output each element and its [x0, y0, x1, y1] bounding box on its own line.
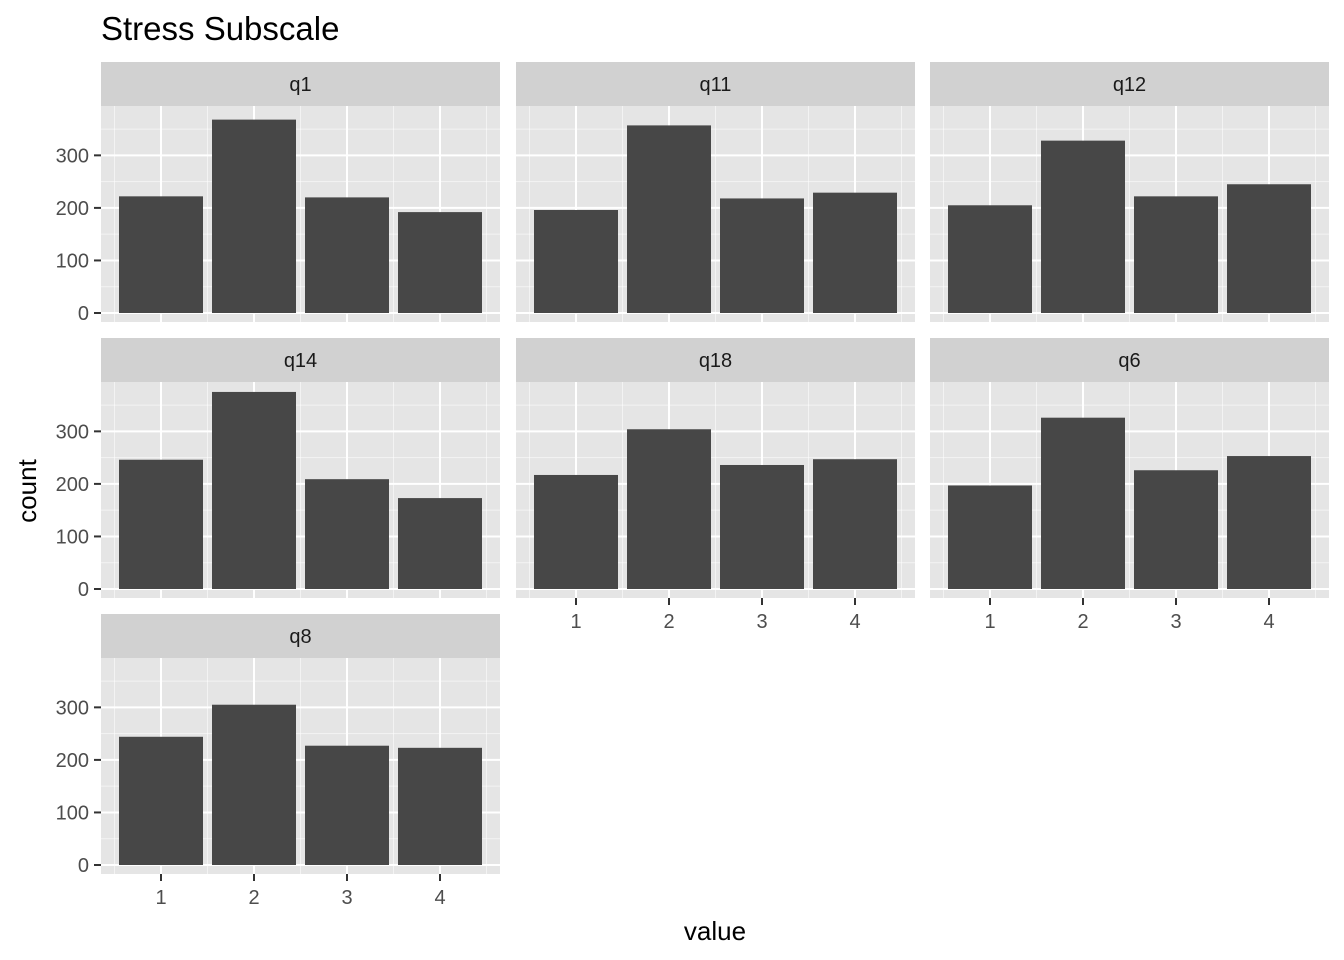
bar-q14-4	[398, 498, 482, 589]
facet-strip-label: q8	[289, 626, 311, 648]
bar-q8-4	[398, 747, 482, 865]
facet-strip-label: q1	[289, 74, 311, 96]
bar-q6-1	[948, 485, 1032, 589]
facet-panel-q14: q14 0 100 200 300	[56, 338, 500, 601]
y-tick-label: 200	[56, 198, 89, 220]
x-tick-label: 2	[663, 611, 674, 633]
facet-panel-q12: q12	[930, 62, 1329, 322]
bar-q8-2	[212, 704, 296, 865]
facet-strip	[101, 614, 500, 658]
y-tick-label: 100	[56, 250, 89, 272]
facet-strip-label: q18	[699, 350, 732, 372]
x-tick-label: 4	[849, 611, 860, 633]
y-tick-label: 0	[78, 303, 89, 325]
x-tick-label: 1	[570, 611, 581, 633]
y-tick-label: 100	[56, 802, 89, 824]
x-tick-label: 3	[1170, 611, 1181, 633]
y-tick-label: 300	[56, 145, 89, 167]
bar-q12-3	[1134, 196, 1218, 313]
y-tick-label: 100	[56, 526, 89, 548]
bar-q6-2	[1041, 417, 1125, 589]
facet-strip	[516, 62, 915, 106]
facet-panel-q8: q8 0 100 200 300 1 2 3 4	[56, 614, 500, 909]
bar-q1-2	[212, 119, 296, 313]
bar-q1-3	[305, 197, 389, 313]
x-tick-label: 4	[434, 887, 445, 909]
bar-q8-1	[119, 736, 203, 865]
x-tick-label: 4	[1263, 611, 1274, 633]
x-tick-label: 2	[248, 887, 259, 909]
y-tick-label: 300	[56, 697, 89, 719]
bar-q11-4	[813, 192, 897, 313]
facet-strip	[516, 338, 915, 382]
bar-q18-3	[720, 464, 804, 589]
bar-q18-2	[627, 429, 711, 589]
bar-q12-1	[948, 205, 1032, 313]
bar-q1-1	[119, 196, 203, 313]
x-tick-label: 1	[984, 611, 995, 633]
facet-strip-label: q14	[284, 350, 317, 372]
bar-q11-3	[720, 198, 804, 313]
y-tick-label: 0	[78, 855, 89, 877]
x-axis-title: value	[684, 916, 746, 946]
bar-q8-3	[305, 745, 389, 865]
facet-strip	[101, 62, 500, 106]
bar-q12-2	[1041, 140, 1125, 313]
facet-strip	[101, 338, 500, 382]
x-tick-label: 1	[155, 887, 166, 909]
facet-panel-q18: q18 1 2 3 4	[516, 338, 915, 633]
facet-panel-q6: q6 1 2 3 4	[930, 338, 1329, 633]
bar-q14-1	[119, 459, 203, 589]
bar-q12-4	[1227, 184, 1311, 313]
facet-strip-label: q11	[700, 74, 732, 96]
facet-strip	[930, 338, 1329, 382]
x-tick-label: 2	[1077, 611, 1088, 633]
bar-q14-3	[305, 479, 389, 589]
bar-q14-2	[212, 391, 296, 589]
y-axis-title: count	[12, 458, 42, 522]
facet-strip	[930, 62, 1329, 106]
bar-q6-3	[1134, 470, 1218, 589]
y-tick-label: 300	[56, 421, 89, 443]
x-tick-label: 3	[756, 611, 767, 633]
facet-strip-label: q6	[1118, 350, 1140, 372]
facet-panel-q11: q11	[516, 62, 915, 322]
x-tick-label: 3	[341, 887, 352, 909]
facet-panel-q1: q1 0 100 200 300	[56, 62, 500, 325]
chart-title: Stress Subscale	[101, 10, 339, 47]
facet-strip-label: q12	[1113, 74, 1146, 96]
bar-q18-1	[534, 474, 618, 589]
bar-q1-4	[398, 212, 482, 313]
y-tick-label: 200	[56, 474, 89, 496]
bar-q18-4	[813, 459, 897, 589]
y-tick-label: 200	[56, 750, 89, 772]
bar-q11-1	[534, 210, 618, 313]
bar-q6-4	[1227, 456, 1311, 589]
bar-q11-2	[627, 125, 711, 313]
y-tick-label: 0	[78, 579, 89, 601]
